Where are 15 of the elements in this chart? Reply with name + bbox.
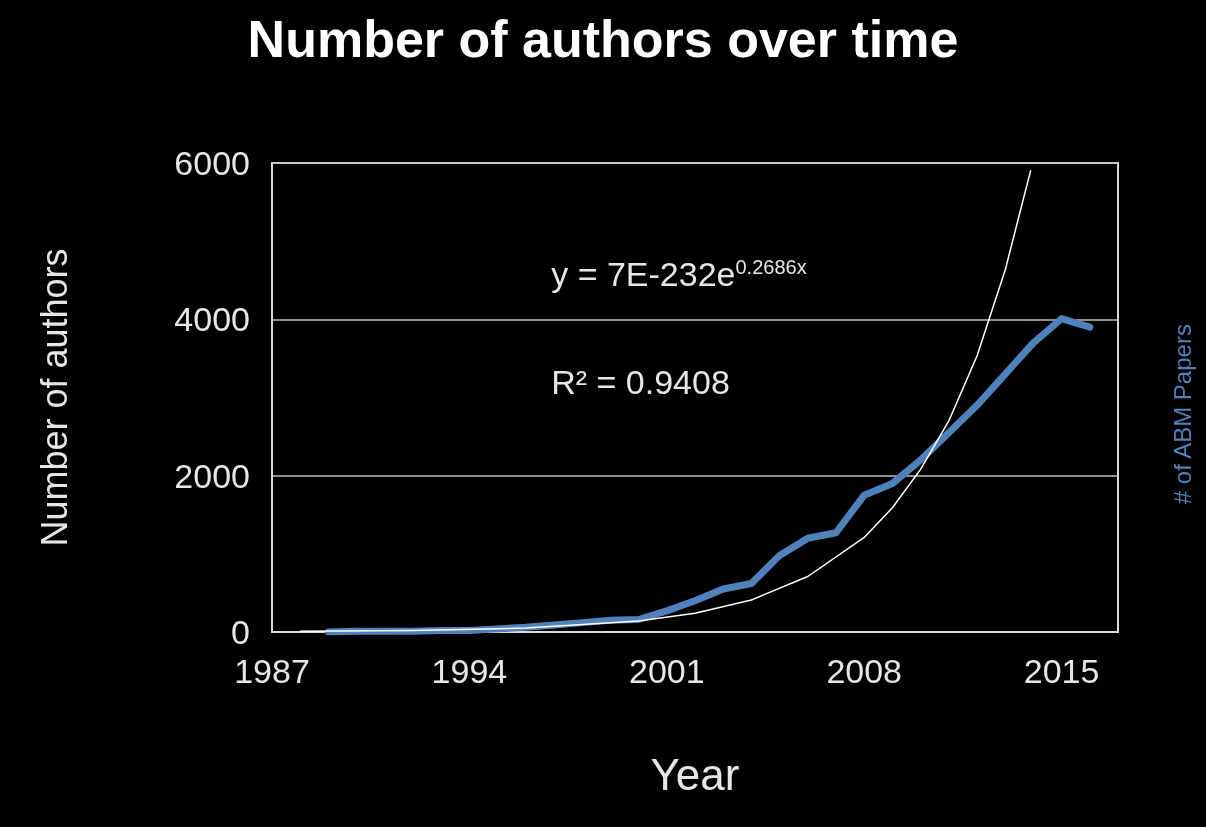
y-tick-label: 6000 <box>174 144 250 182</box>
y-axis-title: Number of authors <box>33 248 75 547</box>
line-series <box>299 170 1032 632</box>
x-tick-label: 2008 <box>826 652 903 690</box>
x-axis-title: Year <box>650 749 740 799</box>
x-tick-label: 2015 <box>1023 652 1100 690</box>
y-tick-label: 0 <box>231 613 250 651</box>
x-tick-label: 1987 <box>234 652 310 690</box>
chart-title: Number of authors over time <box>247 10 959 68</box>
y-tick-label: 2000 <box>174 456 250 495</box>
annotation: R² = 0.9408 <box>551 362 730 401</box>
y2-axis-title: # of ABM Papers <box>1168 324 1196 505</box>
x-tick-label: 2001 <box>628 652 705 690</box>
x-tick-label: 1994 <box>431 652 508 690</box>
y-tick-label: 4000 <box>174 300 250 339</box>
